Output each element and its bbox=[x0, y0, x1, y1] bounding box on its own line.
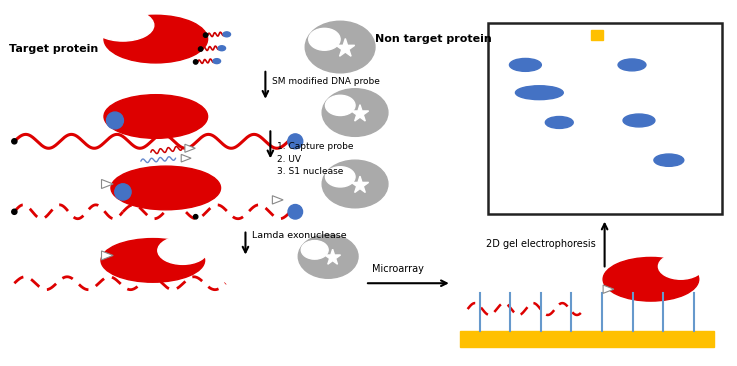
Polygon shape bbox=[181, 154, 191, 162]
Circle shape bbox=[106, 112, 123, 129]
Ellipse shape bbox=[322, 89, 388, 137]
Text: Microarray: Microarray bbox=[372, 264, 424, 274]
Ellipse shape bbox=[218, 46, 226, 51]
Ellipse shape bbox=[104, 95, 208, 138]
Polygon shape bbox=[185, 144, 195, 152]
Ellipse shape bbox=[654, 154, 684, 166]
Ellipse shape bbox=[658, 254, 703, 279]
Ellipse shape bbox=[298, 235, 358, 278]
Polygon shape bbox=[352, 105, 368, 121]
Polygon shape bbox=[102, 179, 113, 188]
Polygon shape bbox=[336, 38, 354, 56]
Bar bbox=[590, 30, 603, 40]
Ellipse shape bbox=[301, 240, 328, 259]
Text: Lamda exonuclease: Lamda exonuclease bbox=[253, 231, 347, 240]
Ellipse shape bbox=[623, 114, 655, 127]
Polygon shape bbox=[325, 249, 340, 264]
Ellipse shape bbox=[515, 86, 563, 100]
Bar bbox=[460, 331, 713, 347]
Ellipse shape bbox=[223, 32, 231, 37]
Ellipse shape bbox=[305, 21, 375, 73]
Ellipse shape bbox=[213, 59, 220, 64]
Ellipse shape bbox=[101, 239, 205, 282]
Text: SM modified DNA probe: SM modified DNA probe bbox=[273, 77, 380, 86]
Circle shape bbox=[193, 214, 198, 219]
Ellipse shape bbox=[92, 9, 154, 41]
Text: 1. Capture probe
2. UV
3. S1 nuclease: 1. Capture probe 2. UV 3. S1 nuclease bbox=[277, 142, 354, 176]
Circle shape bbox=[12, 209, 17, 214]
Ellipse shape bbox=[104, 15, 208, 63]
Ellipse shape bbox=[309, 28, 340, 50]
Circle shape bbox=[288, 205, 303, 219]
Circle shape bbox=[288, 134, 303, 149]
Circle shape bbox=[198, 47, 203, 51]
Polygon shape bbox=[102, 251, 113, 260]
Ellipse shape bbox=[158, 236, 208, 264]
Ellipse shape bbox=[509, 59, 542, 71]
Polygon shape bbox=[273, 196, 283, 204]
Circle shape bbox=[203, 33, 208, 37]
Ellipse shape bbox=[322, 160, 388, 208]
Polygon shape bbox=[603, 285, 614, 294]
Ellipse shape bbox=[618, 59, 646, 71]
Text: 2D gel electrophoresis: 2D gel electrophoresis bbox=[486, 239, 595, 249]
Circle shape bbox=[115, 184, 131, 200]
Ellipse shape bbox=[326, 95, 355, 116]
Text: Target protein: Target protein bbox=[10, 44, 99, 54]
Circle shape bbox=[193, 60, 198, 64]
Ellipse shape bbox=[603, 257, 699, 301]
Polygon shape bbox=[352, 176, 368, 193]
Ellipse shape bbox=[545, 116, 573, 128]
Text: Non target protein: Non target protein bbox=[375, 34, 492, 44]
Ellipse shape bbox=[111, 166, 220, 210]
Circle shape bbox=[12, 139, 17, 144]
Bar bbox=[488, 23, 722, 214]
Ellipse shape bbox=[326, 167, 355, 187]
